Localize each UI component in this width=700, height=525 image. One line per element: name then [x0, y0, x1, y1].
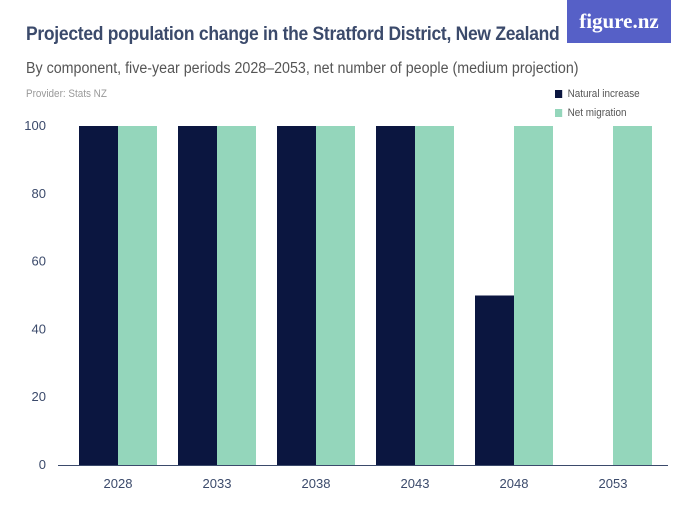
chart-subtitle: By component, five-year periods 2028–205…	[26, 60, 579, 77]
figure-nz-logo[interactable]: figure.nz	[567, 0, 671, 43]
legend-swatch	[555, 108, 563, 117]
y-tick-label: 80	[32, 186, 46, 201]
legend-item-net-migration: Net migration	[555, 103, 640, 122]
legend: Natural increase Net migration	[555, 84, 649, 122]
x-tick-label: 2028	[104, 476, 133, 491]
bar-natural-increase-2048	[475, 295, 514, 465]
chart-title: Projected population change in the Strat…	[26, 24, 560, 45]
bar-net-migration-2053	[613, 126, 652, 465]
bar-natural-increase-2033	[178, 126, 217, 465]
x-tick-label: 2033	[203, 476, 232, 491]
bar-net-migration-2043	[415, 126, 454, 465]
legend-item-natural-increase: Natural increase	[555, 84, 640, 103]
y-tick-label: 20	[32, 389, 46, 404]
x-tick-label: 2053	[599, 476, 628, 491]
provider-label: Provider: Stats NZ	[26, 88, 107, 100]
bar-natural-increase-2043	[376, 126, 415, 465]
legend-label: Net migration	[567, 106, 627, 119]
x-tick-label: 2043	[401, 476, 430, 491]
legend-label: Natural increase	[567, 87, 640, 100]
y-tick-label: 40	[32, 321, 46, 336]
y-tick-label: 100	[24, 118, 46, 133]
bar-natural-increase-2038	[277, 126, 316, 465]
y-tick-label: 60	[32, 254, 46, 269]
bar-net-migration-2048	[514, 126, 553, 465]
bar-net-migration-2033	[217, 126, 256, 465]
y-tick-label: 0	[39, 457, 46, 472]
bar-net-migration-2038	[316, 126, 355, 465]
bar-net-migration-2028	[118, 126, 157, 465]
bar-natural-increase-2028	[79, 126, 118, 465]
legend-swatch	[555, 89, 563, 98]
x-tick-label: 2048	[500, 476, 529, 491]
x-tick-label: 2038	[302, 476, 331, 491]
